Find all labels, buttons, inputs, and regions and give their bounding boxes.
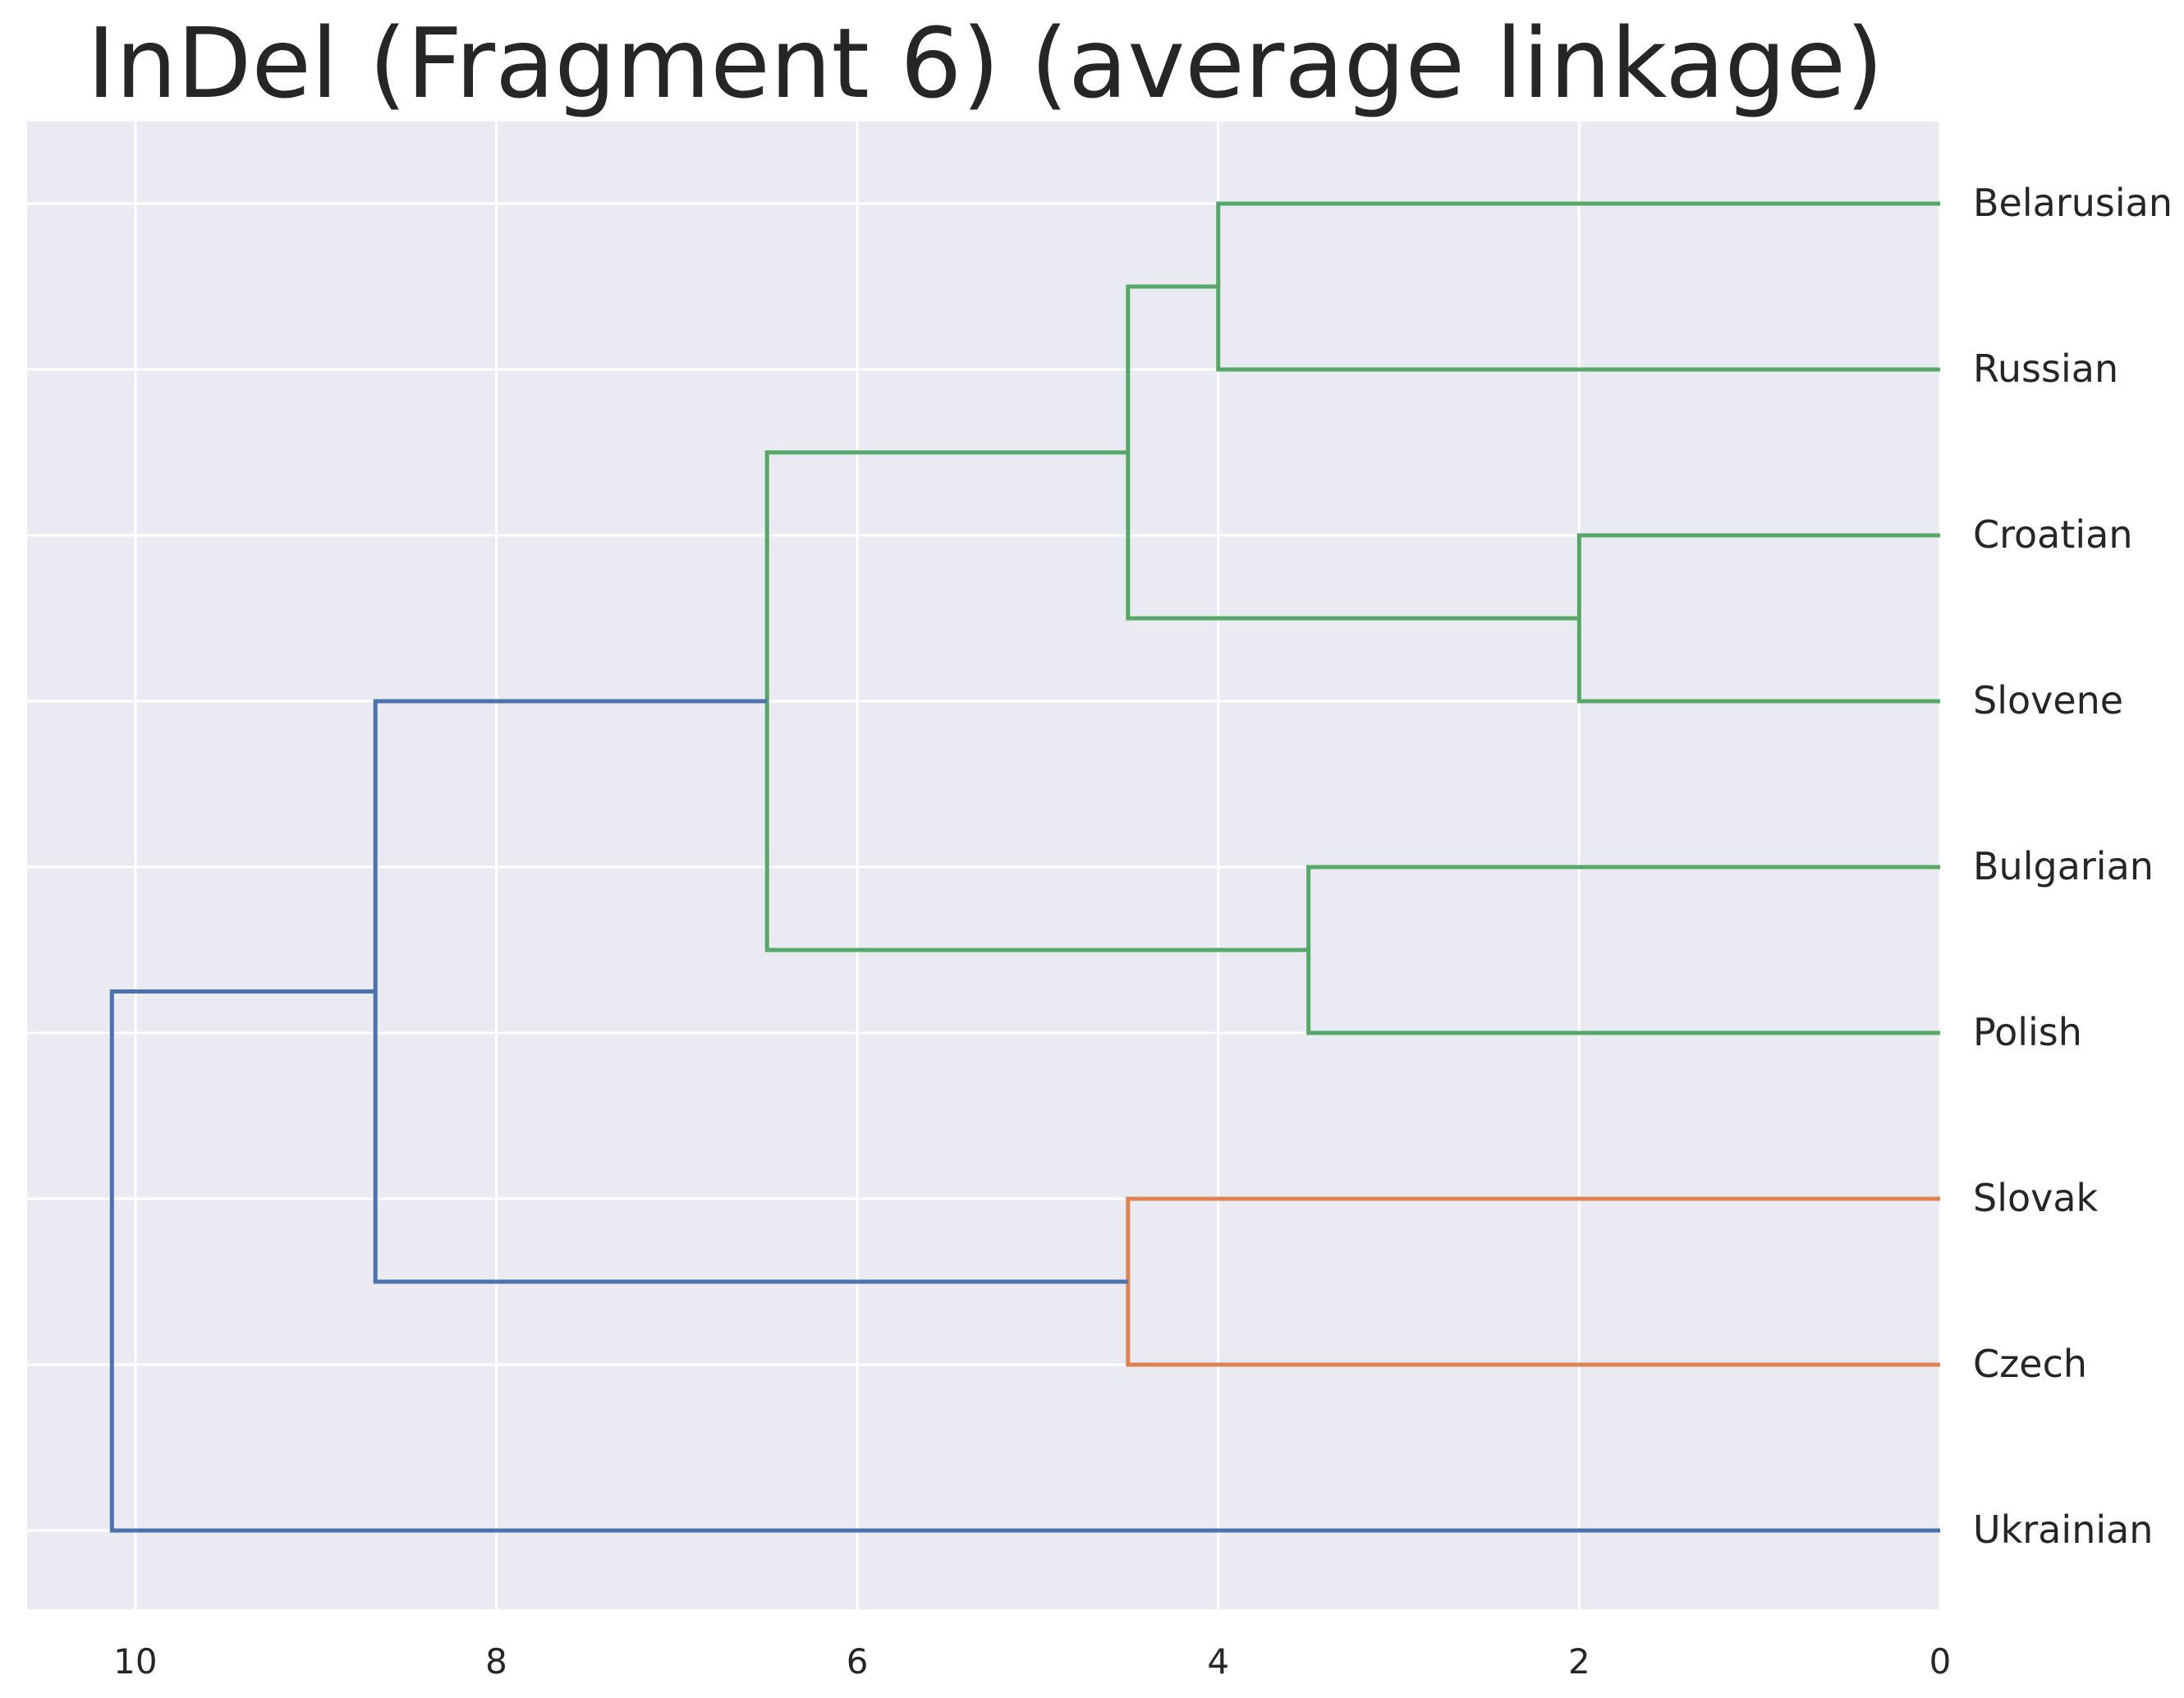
x-tick-label: 2 [1568, 1641, 1590, 1682]
leaf-label: Belarusian [1973, 181, 2173, 225]
leaf-label: Croatian [1973, 512, 2133, 557]
leaf-label: Slovene [1973, 678, 2123, 723]
dendrogram-links [109, 201, 1940, 1533]
leaf-labels: Belarusian Russian Croatian Slovene Bulgaria… [1973, 181, 2173, 1552]
link-m8 [109, 989, 1940, 1533]
leaf-label: Polish [1973, 1010, 2082, 1054]
chart-title: InDel (Fragment 6) (average linkage) [87, 7, 1883, 120]
x-tick-label: 10 [113, 1641, 157, 1682]
leaf-label: Slovak [1973, 1176, 2099, 1220]
leaf-label: Russian [1973, 346, 2118, 391]
leaf-label: Czech [1973, 1342, 2087, 1386]
leaf-label: Bulgarian [1973, 844, 2154, 888]
x-tick-label: 0 [1929, 1641, 1952, 1682]
x-tick-label: 6 [847, 1641, 869, 1682]
x-tick-label: 8 [485, 1641, 507, 1682]
x-tick-labels: 10 8 6 4 2 0 [113, 1641, 1951, 1682]
leaf-label: Ukrainian [1973, 1508, 2153, 1552]
x-tick-label: 4 [1207, 1641, 1229, 1682]
